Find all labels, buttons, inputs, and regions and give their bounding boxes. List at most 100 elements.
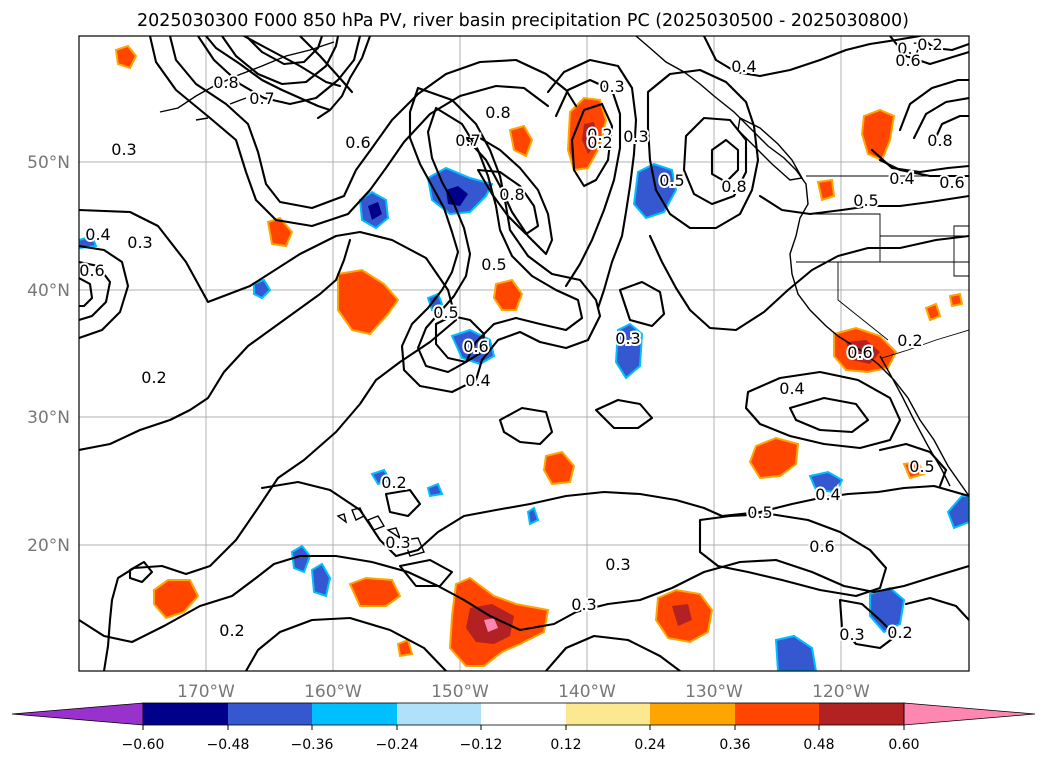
pv-contour <box>434 314 486 364</box>
pv-contour <box>648 234 969 332</box>
contour-label: 0.3 <box>615 329 640 348</box>
colorbar-outline <box>142 702 905 726</box>
contour-label: 0.6 <box>809 537 834 556</box>
colorbar-segment <box>228 703 312 725</box>
contour-label: 0.7 <box>897 39 922 58</box>
pv-contour <box>416 106 584 374</box>
contour-label: 0.8 <box>499 185 524 204</box>
pos-anomaly-patch <box>860 108 896 162</box>
pv-contour <box>682 116 748 206</box>
contour-label: 0.2 <box>887 623 912 642</box>
lon-tick-label: 150°W <box>431 682 489 702</box>
contour-label: 0.5 <box>659 171 684 190</box>
colorbar: −0.60 −0.48 −0.36 −0.24 −0.12 0.12 0.24 … <box>11 702 1036 753</box>
pos-anomaly-patch <box>492 278 524 311</box>
contour-label: 0.4 <box>889 169 914 188</box>
colorbar-segment <box>819 703 904 725</box>
pv-contour <box>546 58 638 310</box>
contour-label: 0.5 <box>853 191 878 210</box>
coastlines-and-borders <box>159 36 969 557</box>
pos-anomaly-core <box>672 604 692 626</box>
colorbar-segment <box>143 703 228 725</box>
neg-anomaly-patch <box>774 634 818 671</box>
pv-contour <box>400 86 602 394</box>
contour-label: 0.2 <box>219 621 244 640</box>
colorbar-ticks <box>142 725 905 730</box>
map-frame <box>78 35 970 672</box>
contour-label: 0.2 <box>897 331 922 350</box>
aleutian-islands <box>159 41 335 121</box>
contour-label: 0.2 <box>381 473 406 492</box>
colorbar-tick-label: 0.36 <box>719 737 750 753</box>
contour-label: 0.3 <box>571 595 596 614</box>
pv-contour <box>918 36 969 52</box>
pos-anomaly-patch <box>348 576 402 607</box>
contour-label: 0.4 <box>731 57 756 76</box>
contour-label: 0.3 <box>623 127 648 146</box>
contour-label: 0.6 <box>895 51 920 70</box>
lon-tick-label: 160°W <box>304 682 362 702</box>
pv-contour <box>476 168 540 236</box>
pos-anomaly-patch <box>396 638 414 658</box>
contour-label: 0.6 <box>939 173 964 192</box>
pv-contour <box>148 36 550 228</box>
contour-label: 0.7 <box>455 131 480 150</box>
colorbar-tick-label: −0.12 <box>460 737 503 753</box>
neg-anomaly-core <box>368 202 382 220</box>
pos-anomaly-patch <box>816 178 836 202</box>
longitude-labels: 170°W 160°W 150°W 140°W 130°W 120°W <box>177 682 870 702</box>
colorbar-tick-labels: −0.60 −0.48 −0.36 −0.24 −0.12 0.12 0.24 … <box>122 737 920 753</box>
neg-anomaly-patch <box>370 468 392 486</box>
contour-label: 0.6 <box>847 343 872 362</box>
pv-contour <box>930 114 969 148</box>
figure-title: 2025030300 F000 850 hPa PV, river basin … <box>137 11 909 31</box>
pv-contour <box>698 512 888 598</box>
pv-contour <box>878 442 948 488</box>
pv-contour <box>788 396 870 434</box>
baja-california-coast <box>879 355 951 487</box>
pv-contour <box>196 36 362 106</box>
pos-anomaly-core <box>582 122 598 154</box>
pv-contour <box>702 36 922 78</box>
north-america-coastline <box>635 36 969 497</box>
pv-contour <box>244 36 324 66</box>
pos-anomaly-patch <box>948 292 964 308</box>
pv-contour <box>898 78 969 132</box>
contour-labels: 0.2 0.3 0.4 0.3 0.6 0.7 0.8 0.8 0.7 0.2 … <box>79 35 967 646</box>
contour-label: 0.2 <box>587 133 612 152</box>
pv-contour <box>618 280 666 328</box>
colorbar-segment <box>481 703 566 725</box>
pos-anomaly-patch <box>508 124 534 158</box>
pv-contour <box>298 36 354 94</box>
contour-label: 0.5 <box>433 303 458 322</box>
colorbar-tick-label: −0.36 <box>291 737 334 753</box>
contour-label: 0.3 <box>605 555 630 574</box>
pv-contour <box>838 598 898 650</box>
pv-contour <box>242 36 342 88</box>
contour-label: 0.3 <box>599 77 624 96</box>
neg-anomaly-patch <box>310 562 332 598</box>
contour-label: 0.8 <box>721 177 746 196</box>
pv-contour <box>398 558 454 588</box>
colorbar-tick-label: 0.48 <box>803 737 834 753</box>
contour-label: 0.8 <box>485 103 510 122</box>
lon-tick-label: 120°W <box>812 682 870 702</box>
pv-contour <box>79 276 94 308</box>
pv-contour <box>544 634 682 671</box>
pv-contour <box>594 398 654 430</box>
neg-anomaly-patch <box>253 278 272 300</box>
lat-tick-label: 40°N <box>27 281 70 301</box>
lat-tick-label: 20°N <box>27 536 70 556</box>
neg-anomaly-patch <box>79 234 98 250</box>
contour-label: 0.4 <box>815 485 840 504</box>
contour-label: 0.3 <box>127 233 152 252</box>
contour-label: 0.6 <box>79 261 104 280</box>
lon-tick-label: 170°W <box>177 682 235 702</box>
pv-contour <box>554 78 622 288</box>
contour-label: 0.2 <box>141 368 166 387</box>
pos-anomaly-core <box>484 618 498 632</box>
pv-contour <box>646 68 760 230</box>
contour-label: 0.2 <box>917 35 942 54</box>
neg-anomaly-patch <box>526 506 540 526</box>
